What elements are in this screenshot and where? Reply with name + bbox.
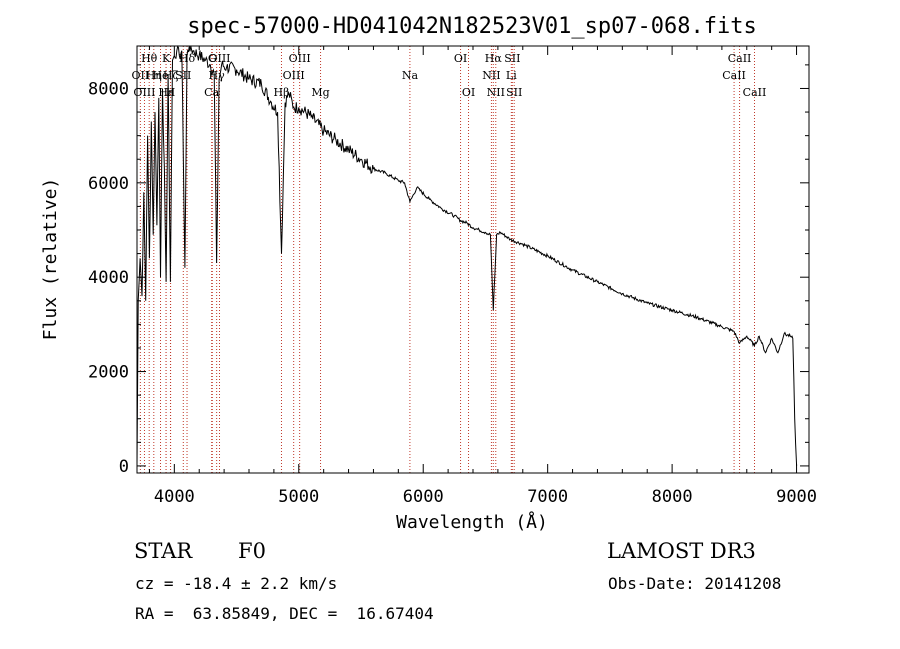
y-tick-label-0: 0	[119, 457, 129, 477]
marker-label-27: SII	[506, 86, 522, 99]
marker-label-3: Hη	[146, 69, 162, 82]
marker-label-10: H	[166, 86, 176, 99]
line-marker-labels: HθOIIOIIIHηKHeHεHζHδSIIHGOIIIHγCaOIIIOII…	[132, 52, 767, 99]
y-axis-title: Flux (relative)	[40, 178, 61, 341]
marker-label-29: CaII	[722, 69, 746, 82]
x-tick-label-2: 6000	[403, 487, 444, 507]
marker-label-24: NII	[482, 69, 500, 82]
x-tick-label-0: 4000	[154, 487, 195, 507]
marker-label-25: Li	[506, 69, 517, 82]
obs-date: Obs-Date: 20141208	[608, 574, 782, 593]
x-tick-label-3: 7000	[527, 487, 568, 507]
marker-label-1: OII	[132, 69, 150, 82]
plot-frame	[136, 45, 810, 474]
x-axis-title: Wavelength (Å)	[396, 511, 548, 533]
y-axis-ticks: 0 2000 4000 6000 8000	[88, 64, 809, 477]
marker-label-7: Hζ	[163, 69, 179, 82]
marker-label-28: CaII	[728, 52, 752, 65]
x-tick-label-1: 5000	[278, 487, 319, 507]
marker-label-4: K	[162, 52, 171, 65]
marker-label-5: He	[152, 69, 168, 82]
marker-label-23: SII	[504, 52, 520, 65]
marker-label-22: Hα	[485, 52, 503, 65]
y-tick-label-4: 8000	[88, 79, 129, 99]
marker-label-20: OI	[454, 52, 467, 65]
y-tick-label-2: 4000	[88, 268, 129, 288]
marker-label-2: OIII	[133, 86, 155, 99]
spectrum-line	[136, 45, 798, 466]
spectral-subclass: F0	[238, 539, 266, 563]
marker-label-15: OIII	[289, 52, 311, 65]
x-tick-label-5: 9000	[776, 487, 817, 507]
marker-label-12: OIII	[208, 52, 230, 65]
survey-label: LAMOST DR3	[607, 539, 756, 563]
object-class: STAR	[134, 539, 193, 563]
marker-label-19: Na	[402, 69, 419, 82]
marker-label-0: Hθ	[141, 52, 158, 65]
marker-label-9: SII	[175, 69, 191, 82]
marker-label-14: Ca	[204, 86, 219, 99]
marker-label-30: CaII	[743, 86, 767, 99]
marker-label-21: OI	[462, 86, 475, 99]
line-markers	[139, 46, 755, 473]
coordinates-text: RA = 63.85849, DEC = 16.67404	[135, 604, 434, 623]
marker-label-17: Hβ	[274, 86, 290, 99]
y-tick-label-1: 2000	[88, 363, 129, 383]
y-tick-label-3: 6000	[88, 174, 129, 194]
x-tick-label-4: 8000	[652, 487, 693, 507]
redshift-text: cz = -18.4 ± 2.2 km/s	[135, 574, 338, 593]
marker-label-16: OIII	[283, 69, 305, 82]
x-axis-ticks: 4000 5000 6000 7000 8000 9000	[148, 46, 817, 507]
marker-label-18: Mg	[311, 86, 329, 99]
marker-label-11: G	[208, 52, 217, 65]
marker-label-26: NII	[487, 86, 505, 99]
chart-title: spec-57000-HD041042N182523V01_sp07-068.f…	[187, 14, 757, 39]
